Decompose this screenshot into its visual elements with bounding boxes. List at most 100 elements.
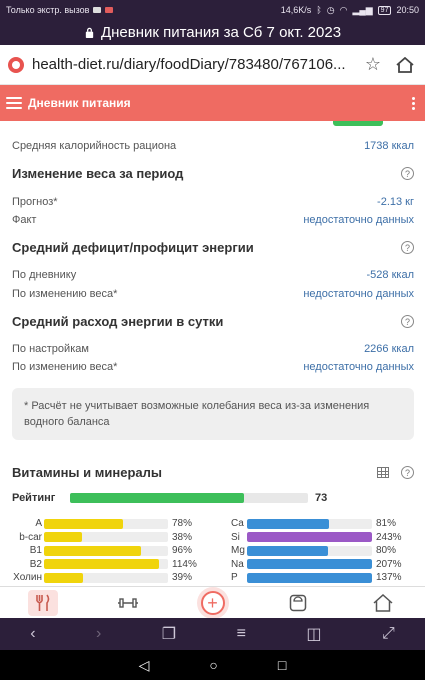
add-icon[interactable]: + [198,590,228,616]
signal-icon: ▂▄▆ [352,4,373,15]
rating-fill [70,493,244,503]
site-favicon-icon [8,56,24,73]
row-value: -528 ккал [366,269,414,281]
workout-icon[interactable] [113,590,143,616]
mineral-row: Ca 81% [231,517,396,530]
url-field[interactable]: health-diet.ru/diary/foodDiary/783480/76… [32,56,346,73]
weight-change-heading: Изменение веса за период ? [12,166,414,181]
nutrient-percent: 207% [376,558,402,570]
avg-calories-label: Средняя калорийность рациона [12,140,177,152]
diary-deficit-row: По дневнику -528 ккал [12,269,414,281]
app-notification-icon [105,7,114,13]
row-value: недостаточно данных [303,214,414,226]
tab-title: Дневник питания за Сб 7 окт. 2023 [100,24,342,41]
address-bar[interactable]: health-diet.ru/diary/foodDiary/783480/76… [0,45,425,85]
forward-icon[interactable]: › [96,625,102,642]
row-value: недостаточно данных [303,361,414,373]
nutrient-track [247,532,372,542]
lock-icon [85,27,94,38]
bookmark-star-icon[interactable]: ☆ [364,54,382,74]
row-label: Прогноз* [12,196,58,208]
forecast-row: Прогноз* -2.13 кг [12,196,414,208]
fact-row: Факт недостаточно данных [12,214,414,226]
vitamin-row: B1 96% [8,544,192,557]
help-icon[interactable]: ? [401,241,414,254]
alarm-icon: ◷ [326,4,335,15]
weight-deficit-row: По изменению веса* недостаточно данных [12,288,414,300]
nutrient-bar [247,559,372,569]
nutrient-label: A [35,518,42,529]
nutrient-percent: 78% [172,518,193,529]
nutrient-track [247,559,372,569]
rating-label: Рейтинг [12,492,56,504]
vitamin-row: A 78% [8,517,192,530]
nutrient-label: P [231,572,238,583]
network-speed: 14,6K/s [280,5,312,15]
green-button-edge[interactable] [333,121,383,126]
row-value: недостаточно данных [303,288,414,300]
row-label: По изменению веса* [12,288,118,300]
menu-icon[interactable] [6,97,22,109]
expenditure-heading: Средний расход энергии в сутки ? [12,314,414,329]
nutrient-track [44,532,168,542]
row-label: Факт [12,214,37,226]
nutrient-percent: 137% [376,572,402,583]
nutrient-label: Na [231,558,244,570]
browser-menu-icon[interactable]: ≡ [236,625,246,642]
nutrient-label: b-car [19,531,42,543]
row-label: По дневнику [12,269,77,281]
nutrient-track [44,559,168,569]
vitamins-heading: Витамины и минералы ? [12,465,414,480]
deficit-heading: Средний дефицит/профицит энергии ? [12,240,414,255]
help-icon[interactable]: ? [401,167,414,180]
home-icon[interactable] [368,590,398,616]
nutrient-percent: 38% [172,531,193,543]
tabs-icon[interactable]: ❐ [161,626,177,643]
vitamin-row: b-car 38% [8,531,192,544]
food-diary-icon[interactable] [27,589,58,616]
clock: 20:50 [396,5,419,15]
reader-mode-icon[interactable]: ◫ [306,626,322,643]
rating-value: 73 [315,492,328,504]
system-home-icon[interactable]: ○ [209,657,218,673]
nutrient-track [247,545,372,556]
deficit-title: Средний дефицит/профицит энергии [12,240,254,255]
bottom-nav: + [0,586,425,618]
row-label: По изменению веса* [12,361,118,373]
app-title: Дневник питания [28,96,131,110]
nutrient-track [44,545,168,556]
system-back-icon[interactable]: ◁ [138,656,150,673]
nutrient-label: Si [231,531,240,543]
vitamins-title: Витамины и минералы [12,465,162,480]
expenditure-title: Средний расход энергии в сутки [12,314,224,329]
more-options-icon[interactable] [408,96,419,110]
home-button-icon[interactable] [394,54,416,76]
nutrient-label: B2 [29,558,42,570]
nutrient-track [44,572,168,583]
weight-expenditure-row: По изменению веса* недостаточно данных [12,361,414,373]
nutrient-track [247,518,372,529]
mineral-row: Na 207% [231,558,402,571]
table-view-icon[interactable] [377,467,389,478]
nutrient-percent: 80% [376,545,397,556]
avg-calories-row: Средняя калорийность рациона 1738 ккал [12,140,414,152]
back-icon[interactable]: ‹ [30,625,36,642]
nutrient-percent: 243% [376,531,402,543]
rating-track [70,493,308,503]
row-value: 2266 ккал [364,343,414,355]
nutrient-label: Mg [231,545,245,556]
mineral-row: Mg 80% [231,544,396,557]
scale-icon[interactable] [283,590,313,616]
help-icon[interactable]: ? [401,315,414,328]
system-recents-icon[interactable]: □ [277,657,287,673]
row-label: По настройкам [12,343,89,355]
nutrient-bar [247,518,330,529]
settings-expenditure-row: По настройкам 2266 ккал [12,343,414,355]
mineral-row: P 137% [231,571,402,584]
nutrient-percent: 81% [376,518,397,529]
fullscreen-icon[interactable]: ⤢ [381,625,395,642]
main-content: Средняя калорийность рациона 1738 ккал И… [0,121,425,586]
nutrient-bar [247,545,329,556]
help-icon[interactable]: ? [401,466,414,479]
video-notification-icon [93,7,102,13]
